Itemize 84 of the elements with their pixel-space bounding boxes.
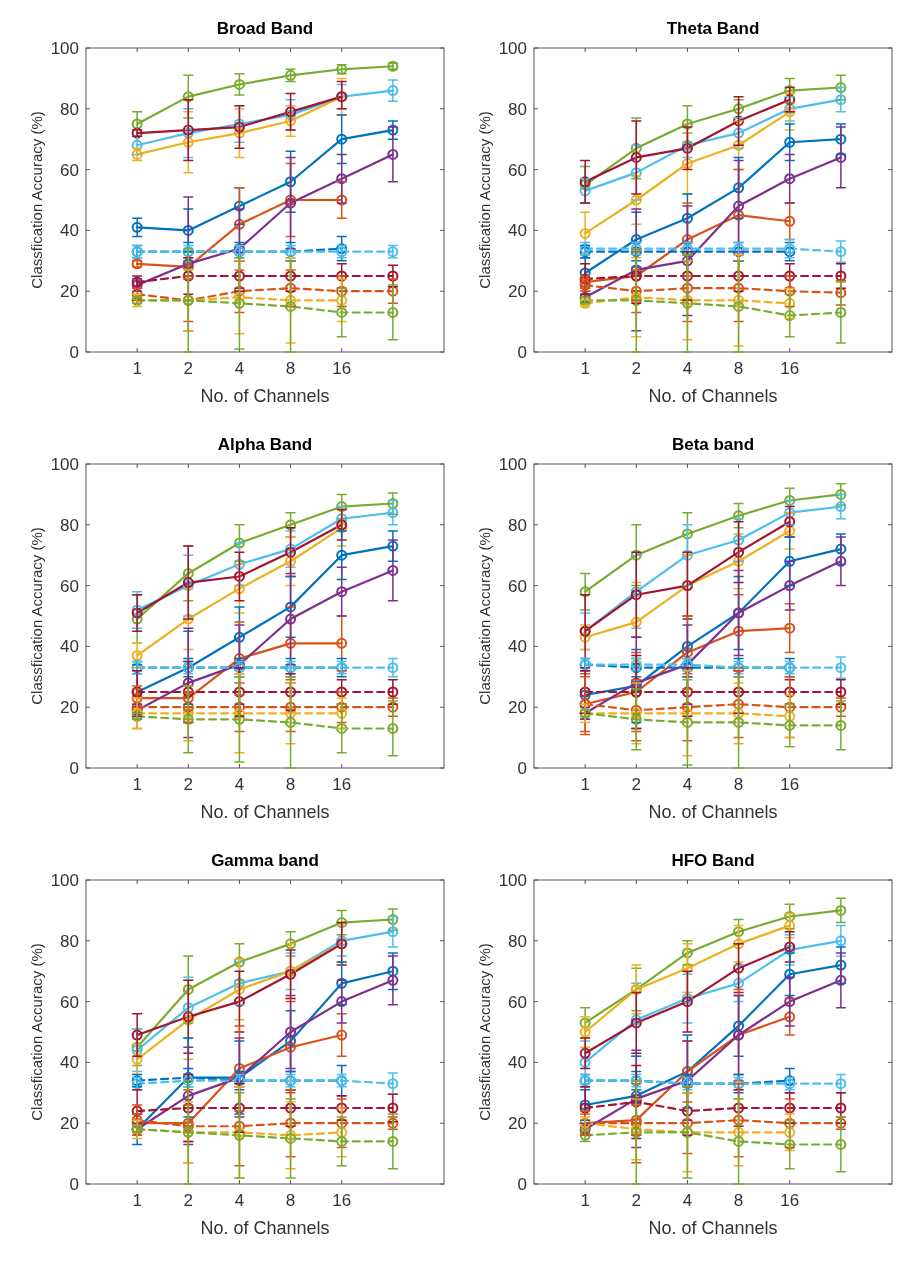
- y-tick-label: 40: [60, 221, 79, 241]
- x-tick-label: 4: [234, 775, 245, 794]
- x-axis-title: No. of Channels: [648, 1218, 778, 1238]
- x-tick-label: 16: [332, 775, 352, 794]
- y-tick-label: 0: [517, 342, 527, 362]
- y-tick-label: 60: [508, 576, 527, 596]
- x-tick-label: 8: [733, 1191, 744, 1210]
- x-tick-label: 8: [285, 1191, 296, 1210]
- y-tick-label: 100: [50, 870, 79, 890]
- y-tick-label: 60: [508, 160, 527, 180]
- x-tick-label: 16: [780, 775, 800, 794]
- chart-title: Alpha Band: [217, 435, 313, 454]
- y-tick-label: 80: [60, 515, 79, 535]
- y-tick-label: 100: [498, 454, 527, 474]
- y-tick-label: 20: [508, 698, 527, 718]
- x-tick-label: 4: [682, 775, 693, 794]
- x-tick-label: 1: [580, 1191, 590, 1210]
- x-tick-label: 2: [631, 775, 642, 794]
- y-tick-label: 0: [517, 758, 527, 778]
- x-tick-label: 2: [631, 359, 642, 378]
- y-tick-label: 40: [508, 1053, 527, 1073]
- x-tick-label: 4: [682, 1191, 693, 1210]
- x-tick-label: 16: [780, 1191, 800, 1210]
- y-axis-title: Classfication Accuracy (%): [28, 943, 45, 1121]
- y-tick-label: 20: [508, 282, 527, 302]
- x-tick-label: 1: [132, 1191, 142, 1210]
- x-tick-label: 8: [285, 359, 296, 378]
- y-axis-title: Classfication Accuracy (%): [476, 111, 493, 289]
- y-tick-label: 0: [69, 342, 79, 362]
- x-tick-label: 1: [132, 775, 142, 794]
- y-tick-label: 80: [508, 99, 527, 119]
- x-tick-label: 2: [183, 1191, 194, 1210]
- y-tick-label: 40: [60, 637, 79, 657]
- y-tick-label: 100: [498, 870, 527, 890]
- y-tick-label: 100: [50, 38, 79, 58]
- x-tick-label: 1: [580, 775, 590, 794]
- y-tick-label: 0: [69, 1174, 79, 1194]
- y-axis-title: Classfication Accuracy (%): [28, 527, 45, 705]
- y-tick-label: 20: [60, 1114, 79, 1134]
- chart-title: Beta band: [671, 435, 755, 454]
- x-tick-label: 1: [580, 359, 590, 378]
- x-tick-label: 4: [682, 359, 693, 378]
- y-tick-label: 100: [50, 454, 79, 474]
- x-tick-label: 4: [234, 1191, 245, 1210]
- y-tick-label: 40: [508, 221, 527, 241]
- x-tick-label: 8: [733, 359, 744, 378]
- x-axis-title: No. of Channels: [200, 1218, 330, 1238]
- y-tick-label: 100: [498, 38, 527, 58]
- x-axis-title: No. of Channels: [648, 386, 778, 406]
- x-tick-label: 16: [780, 359, 800, 378]
- y-tick-label: 60: [508, 992, 527, 1012]
- x-tick-label: 8: [285, 775, 296, 794]
- y-tick-label: 80: [508, 931, 527, 951]
- y-tick-label: 20: [60, 282, 79, 302]
- x-tick-label: 2: [183, 775, 194, 794]
- y-tick-label: 80: [60, 99, 79, 119]
- chart-title: Theta Band: [666, 19, 760, 38]
- y-axis-title: Classfication Accuracy (%): [476, 527, 493, 705]
- y-tick-label: 20: [508, 1114, 527, 1134]
- y-axis-title: Classfication Accuracy (%): [476, 943, 493, 1121]
- x-axis-title: No. of Channels: [200, 386, 330, 406]
- y-tick-label: 80: [60, 931, 79, 951]
- x-tick-label: 4: [234, 359, 245, 378]
- x-tick-label: 2: [183, 359, 194, 378]
- y-tick-label: 60: [60, 160, 79, 180]
- y-tick-label: 60: [60, 992, 79, 1012]
- x-tick-label: 16: [332, 1191, 352, 1210]
- x-tick-label: 1: [132, 359, 142, 378]
- chart-title: Broad Band: [216, 19, 314, 38]
- x-axis-title: No. of Channels: [200, 802, 330, 822]
- x-tick-label: 8: [733, 775, 744, 794]
- y-tick-label: 0: [517, 1174, 527, 1194]
- x-tick-label: 2: [631, 1191, 642, 1210]
- y-tick-label: 40: [60, 1053, 79, 1073]
- chart-title: HFO Band: [671, 851, 755, 870]
- y-tick-label: 20: [60, 698, 79, 718]
- y-tick-label: 40: [508, 637, 527, 657]
- chart-title: Gamma band: [211, 851, 319, 870]
- y-axis-title: Classfication Accuracy (%): [28, 111, 45, 289]
- y-tick-label: 60: [60, 576, 79, 596]
- x-axis-title: No. of Channels: [648, 802, 778, 822]
- x-tick-label: 16: [332, 359, 352, 378]
- y-tick-label: 0: [69, 758, 79, 778]
- y-tick-label: 80: [508, 515, 527, 535]
